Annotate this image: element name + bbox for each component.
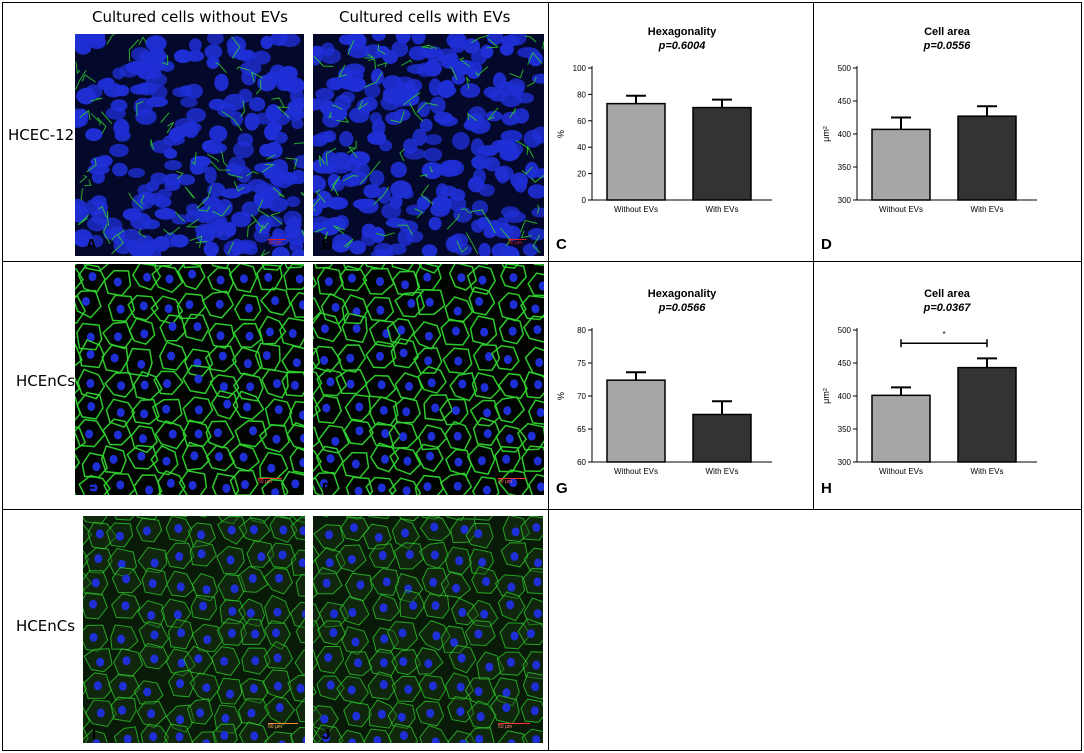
y-tick-label: 300	[838, 458, 852, 467]
panel-letter-c: C	[556, 236, 567, 253]
table-border-bottom	[2, 750, 1082, 751]
micrograph-i	[83, 516, 305, 743]
panel-letter-g: G	[556, 480, 568, 497]
micrograph-f	[313, 264, 544, 495]
x-tick-label: With EVs	[971, 467, 1004, 476]
y-tick-label: 65	[577, 425, 586, 434]
x-tick-label: Without EVs	[614, 205, 658, 214]
y-axis-label: %	[556, 392, 566, 400]
table-border-right	[1081, 2, 1082, 751]
panel-letter-e: E	[86, 480, 97, 497]
table-col-divider	[813, 2, 814, 510]
scale-bar: 50 µm	[498, 723, 530, 730]
bar-chart-svg: Cell area p=0.0556 300 350 400 450 500 μm² Witho…	[821, 26, 1037, 214]
row-label: HCEnCs	[16, 617, 76, 635]
panel-letter-j: J	[322, 726, 331, 743]
table-border-left	[2, 2, 3, 751]
y-tick-label: 300	[838, 196, 852, 205]
micrograph-j	[313, 516, 543, 743]
bar-chart-svg: Hexagonality p=0.0566 60 65 70 75 80% Without E…	[556, 288, 772, 476]
panel-letter-f: F	[322, 480, 332, 497]
bar-with-evs	[692, 413, 752, 463]
x-tick-label: Without EVs	[879, 205, 923, 214]
chart-title: Cell area	[924, 26, 971, 38]
bar-chart-svg: Hexagonality p=0.6004 0 20 40 60 80 100% Without…	[556, 26, 772, 214]
chart-subtitle: p=0.0367	[923, 302, 972, 314]
y-tick-label: 80	[577, 90, 586, 99]
column-header: Cultured cells with EVs	[339, 8, 511, 26]
chart-subtitle: p=0.0566	[658, 302, 707, 314]
panel-letter-d: D	[821, 236, 832, 253]
table-row-divider	[2, 261, 1082, 262]
bar-without-evs	[871, 394, 931, 463]
chart-subtitle: p=0.0556	[923, 40, 972, 52]
micrograph-e	[75, 264, 304, 495]
x-tick-label: Without EVs	[879, 467, 923, 476]
y-axis-label: μm²	[821, 388, 831, 404]
bar-chart-svg: Cell area p=0.0367 300 350 400 450 500 μm² Witho…	[821, 288, 1037, 476]
significance-marker: *	[942, 330, 945, 339]
y-tick-label: 75	[577, 359, 586, 368]
x-tick-label: With EVs	[706, 205, 739, 214]
chart-c-hexagonality: Hexagonality p=0.6004 0 20 40 60 80 100% Without…	[552, 20, 810, 220]
chart-title: Hexagonality	[648, 288, 717, 300]
panel-letter-b: B	[322, 236, 333, 253]
bar-without-evs	[606, 102, 666, 201]
y-tick-label: 80	[577, 326, 586, 335]
x-tick-label: Without EVs	[614, 467, 658, 476]
column-header: Cultured cells without EVs	[92, 8, 288, 26]
bar-with-evs	[692, 106, 752, 201]
row-label: HCEnCs	[16, 372, 76, 390]
y-tick-label: 450	[838, 359, 852, 368]
panel-letter-a: A	[86, 236, 97, 253]
table-row-divider	[2, 509, 1082, 510]
y-tick-label: 70	[577, 392, 586, 401]
y-axis-label: %	[556, 130, 566, 138]
y-tick-label: 400	[838, 130, 852, 139]
y-tick-label: 40	[577, 143, 586, 152]
chart-d-cell-area: Cell area p=0.0556 300 350 400 450 500 μm² Witho…	[817, 20, 1077, 220]
chart-g-hexagonality: Hexagonality p=0.0566 60 65 70 75 80% Without E…	[552, 282, 810, 482]
x-tick-label: With EVs	[706, 467, 739, 476]
scale-bar: 20 µm	[268, 239, 286, 246]
y-tick-label: 450	[838, 97, 852, 106]
chart-subtitle: p=0.6004	[658, 40, 706, 52]
y-tick-label: 60	[577, 117, 586, 126]
row-label: HCEC-12	[8, 126, 75, 144]
micrograph-b	[313, 34, 544, 256]
chart-h-cell-area: Cell area p=0.0367 300 350 400 450 500 μm² Witho…	[817, 282, 1077, 482]
y-tick-label: 60	[577, 458, 586, 467]
chart-title: Hexagonality	[648, 26, 717, 38]
scale-bar: 50 µm	[268, 723, 298, 730]
scale-bar: 50 µm	[498, 478, 526, 485]
table-border-top	[2, 2, 1082, 3]
scale-bar: 50 µm	[258, 478, 282, 485]
y-tick-label: 350	[838, 163, 852, 172]
y-tick-label: 350	[838, 425, 852, 434]
y-tick-label: 400	[838, 392, 852, 401]
y-tick-label: 100	[573, 64, 587, 73]
table-col-divider	[548, 2, 549, 751]
chart-title: Cell area	[924, 288, 971, 300]
scale-bar: 20 µm	[508, 239, 526, 246]
y-axis-label: μm²	[821, 126, 831, 142]
y-tick-label: 0	[582, 196, 587, 205]
y-tick-label: 500	[838, 64, 852, 73]
panel-letter-i: I	[92, 726, 97, 743]
bar-with-evs	[957, 366, 1017, 463]
bar-without-evs	[871, 128, 931, 201]
micrograph-a	[75, 34, 304, 256]
bar-without-evs	[606, 379, 666, 463]
panel-letter-h: H	[821, 480, 832, 497]
bar-with-evs	[957, 115, 1017, 201]
y-tick-label: 500	[838, 326, 852, 335]
y-tick-label: 20	[577, 170, 586, 179]
x-tick-label: With EVs	[971, 205, 1004, 214]
